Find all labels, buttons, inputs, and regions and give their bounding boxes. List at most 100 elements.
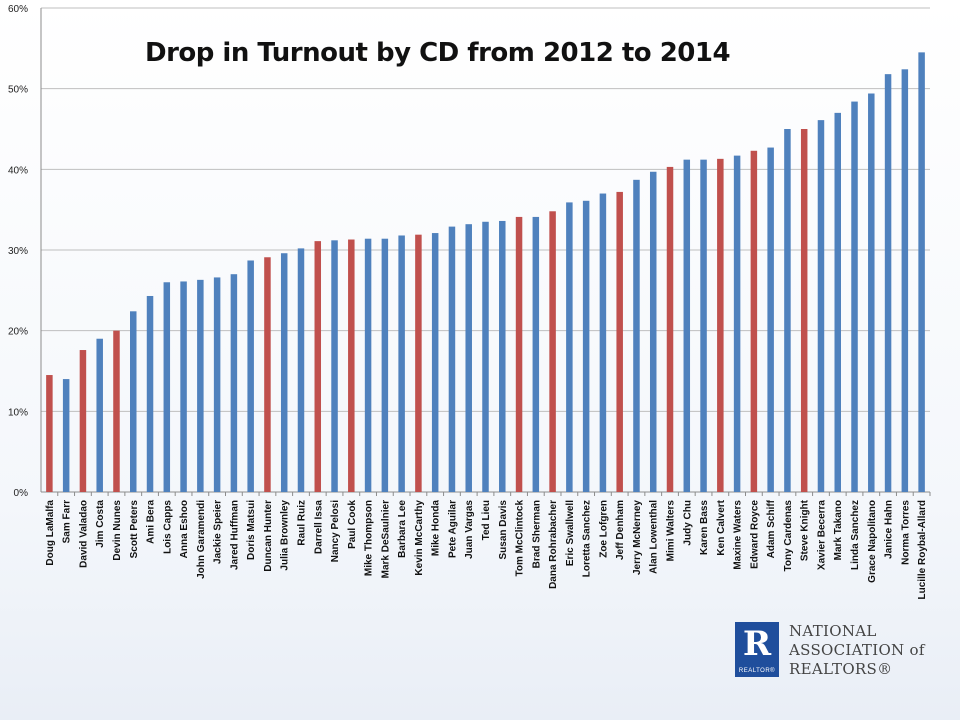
x-tick-label: Ted Lieu — [481, 500, 492, 540]
x-tick-label: Edward Royce — [749, 500, 760, 569]
x-tick-label: Grace Napolitano — [867, 500, 878, 583]
bar — [348, 239, 355, 492]
y-tick-label: 0% — [14, 488, 29, 499]
bar — [582, 200, 590, 492]
y-tick-label: 60% — [8, 4, 28, 15]
realtor-r-logo-icon: R — [735, 622, 779, 666]
x-tick-label: Mike Thompson — [364, 500, 375, 576]
bar — [230, 274, 238, 492]
realtor-mark-caption: REALTOR® — [735, 666, 779, 677]
x-tick-label: Jerry McNerney — [632, 500, 643, 575]
y-tick-label: 40% — [8, 165, 28, 176]
bar — [482, 221, 489, 492]
x-tick-label: Norma Torres — [900, 500, 911, 565]
bar — [415, 234, 422, 492]
bar — [901, 69, 909, 492]
bar — [364, 238, 372, 492]
bar — [146, 295, 154, 492]
x-tick-label: Ken Calvert — [716, 499, 727, 555]
bar — [247, 260, 254, 492]
bar — [130, 311, 137, 492]
x-tick-label: Nancy Pelosi — [330, 500, 341, 562]
x-tick-label: Scott Peters — [129, 500, 140, 559]
bar — [46, 375, 53, 492]
x-tick-label: Brad Sherman — [531, 500, 542, 568]
bar — [532, 216, 540, 492]
bar — [666, 166, 674, 492]
x-tick-label: Juan Vargas — [464, 500, 475, 559]
x-tick-label: Janice Hahn — [884, 500, 895, 559]
bar — [398, 235, 405, 493]
x-tick-label: Mike Honda — [431, 500, 442, 557]
x-tick-label: Ami Bera — [146, 500, 157, 544]
bar — [717, 158, 724, 492]
bar — [280, 253, 288, 492]
x-tick-label: Jeff Denham — [615, 500, 626, 560]
chart-title: Drop in Turnout by CD from 2012 to 2014 — [145, 38, 731, 68]
bar — [79, 350, 87, 492]
bar — [834, 112, 841, 492]
x-tick-label: Dana Rohrabacher — [548, 500, 559, 589]
bar — [431, 233, 439, 492]
x-tick-label: Sam Farr — [62, 500, 73, 543]
x-tick-label: John Garamendi — [196, 500, 207, 579]
bar — [381, 238, 389, 492]
bar — [197, 279, 204, 492]
bar — [314, 241, 322, 492]
bar — [62, 379, 70, 492]
bar-chart: 0% 10% 20% 30% 40% 50% 60% Doug LaMalfa Sam Farr… — [8, 4, 931, 599]
y-tick-label: 10% — [8, 407, 28, 418]
bar — [297, 248, 305, 492]
bar — [566, 202, 573, 492]
bar — [499, 220, 506, 492]
x-tick-label: Jackie Speier — [213, 500, 224, 564]
x-tick-label: Linda Sanchez — [850, 500, 861, 570]
x-tick-label: Lucille Roybal-Allard — [917, 500, 928, 599]
bar — [448, 226, 456, 492]
bar — [733, 155, 741, 492]
x-tick-label: Duncan Hunter — [263, 500, 274, 572]
bar — [633, 179, 640, 492]
x-tick-label: Mark Takano — [833, 500, 844, 560]
bar — [868, 93, 875, 493]
bar — [113, 330, 120, 492]
nar-logo: R REALTOR® NATIONAL ASSOCIATION of REALT… — [735, 622, 935, 682]
bar — [851, 101, 858, 492]
x-tick-label: David Valadao — [78, 500, 89, 568]
org-name-line-1: NATIONAL — [789, 622, 877, 640]
bar — [700, 159, 707, 493]
x-tick-label: Doris Matsui — [246, 500, 257, 560]
x-tick-label: Zoe Lofgren — [598, 500, 609, 558]
bar — [884, 74, 892, 492]
bar — [180, 281, 187, 492]
x-tick-label: Devin Nunes — [112, 500, 123, 561]
bar — [683, 159, 691, 493]
bar — [817, 120, 825, 493]
x-tick-label: Judy Chu — [682, 500, 693, 546]
x-tick-label: Adam Schiff — [766, 499, 777, 558]
org-name-line-3: REALTORS® — [789, 660, 893, 678]
y-tick-label: 20% — [8, 327, 28, 338]
x-tick-label: Raul Ruiz — [296, 500, 307, 546]
bar — [784, 129, 791, 492]
x-tick-label: Lois Capps — [162, 500, 173, 554]
x-tick-label: Alan Lowenthal — [649, 500, 660, 574]
bar — [96, 338, 103, 492]
bar — [616, 191, 623, 493]
x-tick-label: Pete Aguilar — [447, 500, 458, 558]
bar — [549, 211, 556, 492]
x-tick-label: Maxine Waters — [733, 500, 744, 570]
bar — [599, 193, 607, 493]
y-tick-label: 30% — [8, 246, 28, 257]
bar — [800, 129, 808, 492]
bar — [767, 147, 774, 492]
x-tick-label: Barbara Lee — [397, 500, 408, 558]
x-tick-label: Eric Swallwell — [565, 500, 576, 566]
x-tick-label: Mimi Walters — [666, 500, 677, 562]
bar — [515, 216, 523, 492]
x-tick-label: Doug LaMalfa — [45, 500, 56, 566]
x-tick-label: Jim Costa — [95, 500, 106, 548]
org-name-line-2: ASSOCIATION of — [789, 641, 925, 659]
bar — [264, 257, 271, 492]
y-tick-label: 50% — [8, 85, 28, 96]
